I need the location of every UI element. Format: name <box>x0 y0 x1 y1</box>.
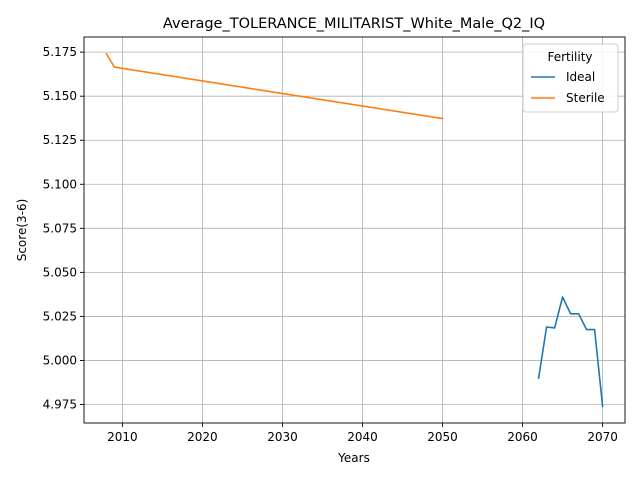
legend-title: Fertility <box>547 50 592 64</box>
legend-label-ideal: Ideal <box>566 70 595 84</box>
y-tick-label: 5.100 <box>43 177 77 191</box>
y-tick-label: 5.000 <box>43 353 77 367</box>
y-axis-ticks: 4.975 5.000 5.025 5.050 5.075 5.100 5.125 5.150… <box>43 45 84 412</box>
series-line-ideal <box>537 296 604 408</box>
x-axis-label: Years <box>337 451 370 465</box>
chart-title: Average_TOLERANCE_MILITARIST_White_Male_… <box>163 16 545 32</box>
x-tick-label: 2030 <box>267 430 298 444</box>
series-lines <box>105 52 604 408</box>
y-axis-label: Score(3-6) <box>15 199 29 262</box>
x-axis-ticks: 2010 2020 2030 2040 2050 2060 2070 <box>107 423 618 444</box>
x-tick-label: 2050 <box>427 430 458 444</box>
y-tick-label: 5.050 <box>43 265 77 279</box>
series-line-sterile <box>105 52 444 120</box>
legend: Fertility Ideal Sterile <box>522 43 619 113</box>
y-tick-label: 5.025 <box>43 309 77 323</box>
y-tick-label: 5.150 <box>43 89 77 103</box>
plot-frame <box>83 36 626 424</box>
y-tick-label: 4.975 <box>43 398 77 412</box>
x-tick-label: 2060 <box>507 430 538 444</box>
x-tick-label: 2070 <box>587 430 618 444</box>
y-tick-label: 5.075 <box>43 221 77 235</box>
y-tick-label: 5.125 <box>43 133 77 147</box>
legend-box <box>522 43 619 113</box>
x-tick-label: 2020 <box>187 430 218 444</box>
x-tick-label: 2040 <box>347 430 378 444</box>
x-tick-label: 2010 <box>107 430 138 444</box>
legend-label-sterile: Sterile <box>566 91 605 105</box>
y-tick-label: 5.175 <box>43 45 77 59</box>
